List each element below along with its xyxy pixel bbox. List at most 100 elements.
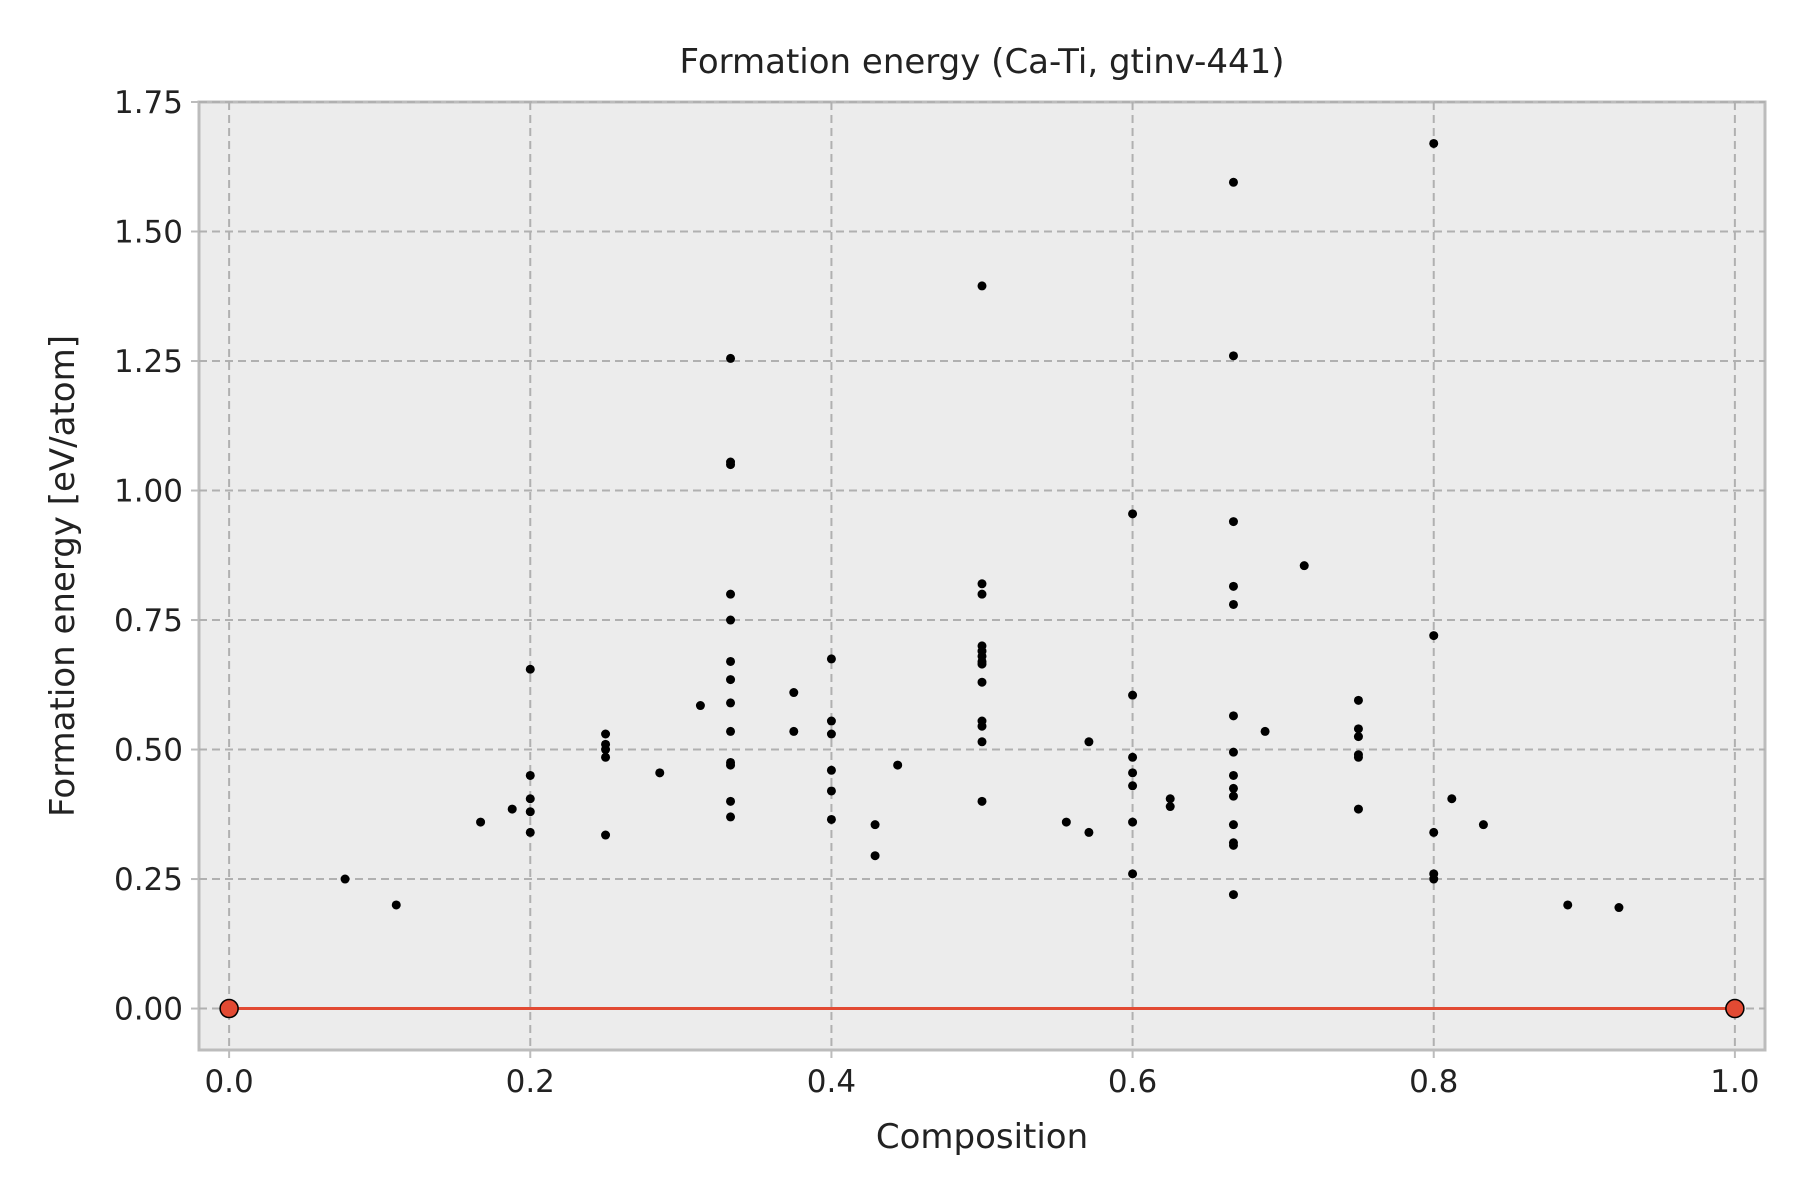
data-point <box>1260 726 1270 736</box>
data-point <box>726 760 736 770</box>
data-point <box>340 874 350 884</box>
data-point <box>826 716 836 726</box>
data-point <box>1228 791 1238 801</box>
data-point <box>391 900 401 910</box>
data-point <box>977 659 987 669</box>
data-point <box>1228 581 1238 591</box>
data-point <box>726 726 736 736</box>
data-point <box>789 726 799 736</box>
data-point <box>1353 804 1363 814</box>
data-point <box>1563 900 1573 910</box>
data-point <box>601 752 611 762</box>
data-point <box>1228 840 1238 850</box>
x-axis-label: Composition <box>876 1117 1088 1157</box>
data-point <box>1299 561 1309 571</box>
data-point <box>1061 817 1071 827</box>
y-tick-label: 1.00 <box>114 474 183 510</box>
y-axis-ticks: 0.00 0.25 0.50 0.75 1.00 1.25 1.50 1.75 <box>114 85 199 1028</box>
data-point <box>789 688 799 698</box>
hull-point <box>219 998 239 1019</box>
data-point <box>1447 794 1457 804</box>
data-point <box>870 851 880 861</box>
data-point <box>1228 783 1238 793</box>
data-point <box>1614 903 1624 913</box>
data-point <box>726 656 736 666</box>
data-point <box>1128 752 1138 762</box>
data-point <box>695 701 705 711</box>
data-point <box>893 760 903 770</box>
x-tick-label: 0.6 <box>1108 1064 1157 1100</box>
y-tick-label: 0.25 <box>114 862 183 898</box>
data-point <box>1128 781 1138 791</box>
data-point <box>1429 874 1439 884</box>
data-point <box>1353 695 1363 705</box>
x-axis-ticks: 0.0 0.2 0.4 0.6 0.8 1.0 <box>204 1050 1760 1100</box>
data-point <box>507 804 517 814</box>
data-point <box>1228 820 1238 830</box>
x-tick-label: 1.0 <box>1710 1064 1759 1100</box>
data-point <box>1228 890 1238 900</box>
data-point <box>726 460 736 470</box>
data-point <box>726 353 736 363</box>
data-point <box>601 745 611 755</box>
data-point <box>525 807 535 817</box>
data-point <box>1084 737 1094 747</box>
data-point <box>1228 517 1238 527</box>
data-point <box>826 765 836 775</box>
data-point <box>726 698 736 708</box>
data-point <box>1128 768 1138 778</box>
hull-point <box>1725 998 1745 1019</box>
data-point <box>1228 711 1238 721</box>
chart-title: Formation energy (Ca-Ti, gtinv-441) <box>679 42 1284 82</box>
data-point <box>826 729 836 739</box>
data-point <box>601 830 611 840</box>
y-tick-label: 0.75 <box>114 603 183 639</box>
data-point <box>1128 509 1138 519</box>
x-tick-label: 0.8 <box>1409 1064 1458 1100</box>
x-tick-label: 0.0 <box>204 1064 253 1100</box>
data-point <box>977 721 987 731</box>
data-point <box>1353 732 1363 742</box>
x-tick-label: 0.2 <box>506 1064 555 1100</box>
data-point <box>1165 794 1175 804</box>
y-tick-label: 1.50 <box>114 215 183 251</box>
data-point <box>1228 599 1238 609</box>
data-point <box>1353 752 1363 762</box>
data-point <box>1353 724 1363 734</box>
data-point <box>1228 747 1238 757</box>
data-point <box>726 589 736 599</box>
data-point <box>1478 820 1488 830</box>
y-axis-label: Formation energy [eV/atom] <box>43 335 83 817</box>
y-tick-label: 0.50 <box>114 733 183 769</box>
data-point <box>826 814 836 824</box>
data-point <box>870 820 880 830</box>
data-point <box>977 677 987 687</box>
plot-area <box>197 100 1767 1052</box>
data-point <box>1429 138 1439 148</box>
data-point <box>525 794 535 804</box>
data-point <box>1429 827 1439 837</box>
data-point <box>655 768 665 778</box>
data-point <box>977 589 987 599</box>
data-point <box>977 796 987 806</box>
data-point <box>525 664 535 674</box>
data-point <box>977 579 987 589</box>
data-point <box>1429 631 1439 641</box>
data-point <box>525 770 535 780</box>
data-point <box>1165 802 1175 812</box>
data-point <box>525 827 535 837</box>
data-point <box>977 281 987 291</box>
data-point <box>1128 817 1138 827</box>
data-point <box>1128 690 1138 700</box>
data-point <box>601 729 611 739</box>
data-point <box>726 615 736 625</box>
convex-hull <box>219 998 1745 1019</box>
data-point <box>826 654 836 664</box>
data-point <box>726 675 736 685</box>
data-point <box>826 786 836 796</box>
data-point <box>726 812 736 822</box>
data-point <box>1084 827 1094 837</box>
data-point <box>1228 177 1238 187</box>
y-tick-label: 0.00 <box>114 992 183 1028</box>
